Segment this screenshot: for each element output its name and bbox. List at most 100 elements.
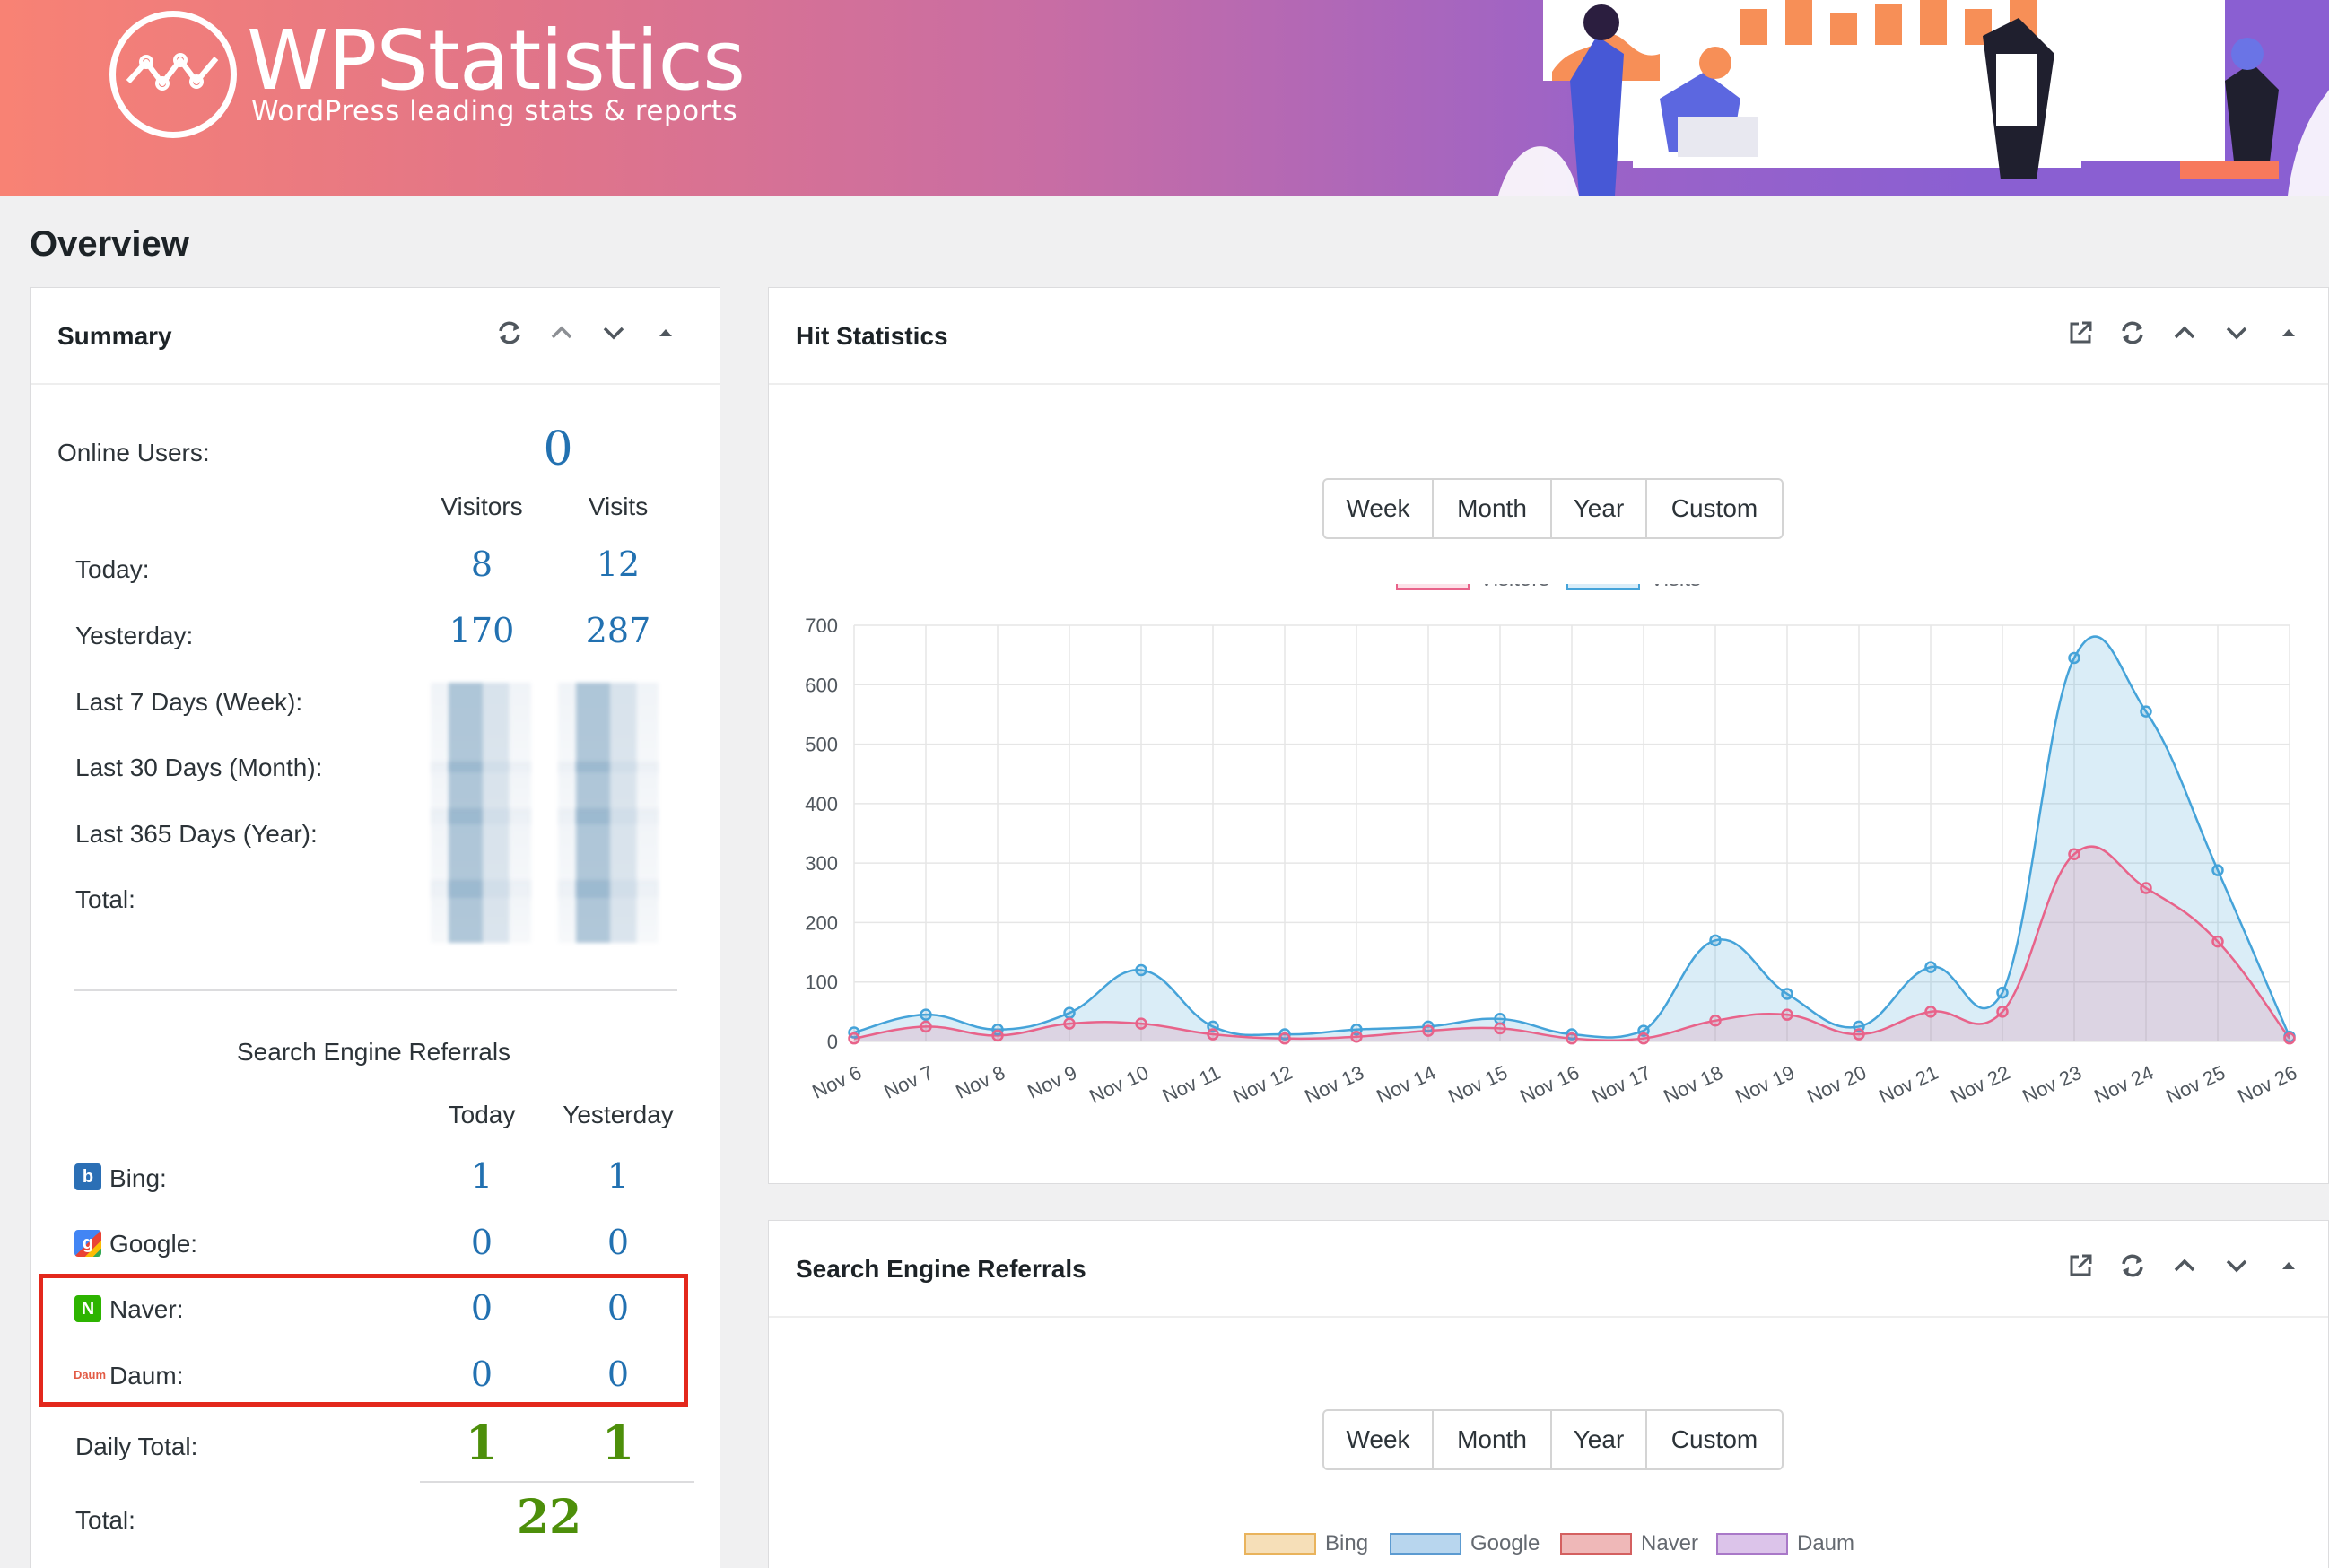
- engine-yesterday[interactable]: 1: [606, 1156, 630, 1196]
- refresh-icon[interactable]: [2115, 1248, 2150, 1284]
- x-tick-label: Nov 7: [880, 1061, 937, 1103]
- naver-daum-highlight-box: [39, 1274, 688, 1407]
- legend-label: Daum: [1797, 1531, 1855, 1555]
- refresh-icon[interactable]: [492, 315, 528, 351]
- summary-row-visitors[interactable]: 170: [449, 611, 515, 650]
- blurred-visitors-value: [431, 683, 531, 772]
- external-link-icon[interactable]: [2063, 315, 2098, 351]
- series-line-visits: [853, 635, 2291, 1039]
- data-point: [1924, 961, 1937, 973]
- data-point: [2211, 935, 2224, 948]
- engine-today[interactable]: 1: [470, 1156, 493, 1196]
- summary-row-label: Last 7 Days (Week):: [75, 688, 303, 716]
- x-tick-label: Nov 13: [1301, 1061, 1367, 1108]
- move-down-icon[interactable]: [596, 315, 632, 351]
- data-point: [1063, 1017, 1076, 1030]
- tab-custom[interactable]: Custom: [1670, 1425, 1758, 1453]
- summary-row-label: Last 365 Days (Year):: [75, 820, 318, 848]
- data-point: [1709, 1015, 1722, 1027]
- series-line-visitors: [853, 845, 2291, 1042]
- legend-label: Google: [1470, 1531, 1540, 1555]
- ser-today-header: Today: [448, 1101, 516, 1128]
- data-point: [1063, 1006, 1076, 1019]
- tab-custom[interactable]: Custom: [1670, 494, 1758, 522]
- legend-swatch: [1560, 1533, 1632, 1555]
- daum-icon: Daum: [73, 1367, 107, 1381]
- tab-month[interactable]: Month: [1434, 1411, 1552, 1468]
- online-users-value: 0: [543, 422, 573, 476]
- move-down-icon[interactable]: [2219, 315, 2255, 351]
- tab-year[interactable]: Year: [1552, 1411, 1647, 1468]
- move-up-icon[interactable]: [2167, 315, 2203, 351]
- y-tick-label: 400: [805, 793, 838, 815]
- data-point: [1853, 1028, 1865, 1041]
- collapse-toggle-icon[interactable]: [2271, 1248, 2307, 1284]
- x-tick-label: Nov 26: [2234, 1061, 2300, 1108]
- summary-row-visits[interactable]: 12: [596, 544, 641, 584]
- summary-box: Summary Online Users: 0 Visitors Visits …: [30, 287, 720, 1568]
- engine-yesterday[interactable]: 0: [606, 1288, 630, 1328]
- search-engine-referrals-box: Search Engine Referrals Week Month Year …: [768, 1220, 2329, 1568]
- tab-year[interactable]: Year: [1552, 480, 1647, 537]
- y-tick-label: 500: [805, 734, 838, 756]
- data-point: [920, 1008, 932, 1021]
- daily-total-label: Daily Total:: [75, 1433, 198, 1460]
- data-point: [1207, 1028, 1219, 1041]
- engine-today[interactable]: 0: [470, 1288, 493, 1328]
- hit-statistics-period-tabs: Week Month Year Custom: [1322, 478, 1784, 539]
- data-point: [1135, 963, 1147, 977]
- logo-title: WPStatistics: [247, 13, 746, 109]
- hit-statistics-chart: Visitors Visits 0 100 200 300 400 500 600 700 Nov …: [805, 584, 2300, 1108]
- engine-today[interactable]: 0: [470, 1355, 493, 1394]
- google-icon: g: [74, 1230, 101, 1257]
- refresh-icon[interactable]: [2115, 315, 2150, 351]
- section-divider: [74, 989, 677, 991]
- move-up-icon[interactable]: [544, 315, 580, 351]
- data-point: [1494, 1022, 1506, 1035]
- page-title: Overview: [30, 224, 189, 264]
- legend-bing[interactable]: Bing: [1244, 1531, 1368, 1556]
- data-point: [1709, 934, 1722, 947]
- legend-google[interactable]: Google: [1390, 1531, 1540, 1556]
- y-tick-label: 600: [805, 674, 838, 696]
- legend-label: Bing: [1325, 1531, 1369, 1555]
- collapse-toggle-icon[interactable]: [2271, 315, 2307, 351]
- legend-swatch: [1396, 584, 1470, 590]
- naver-icon: N: [74, 1295, 101, 1322]
- legend-swatch: [1716, 1533, 1788, 1555]
- engine-yesterday[interactable]: 0: [606, 1223, 630, 1262]
- visits-column-header: Visits: [588, 492, 649, 520]
- summary-row-visits[interactable]: 287: [585, 611, 651, 650]
- summary-header-controls: [492, 315, 684, 351]
- legend-daum[interactable]: Daum: [1716, 1531, 1854, 1556]
- y-tick-label: 700: [805, 614, 838, 637]
- x-tick-label: Nov 20: [1803, 1061, 1870, 1108]
- x-tick-label: Nov 16: [1516, 1061, 1583, 1108]
- data-point: [2068, 848, 2080, 860]
- data-point: [2283, 1032, 2296, 1045]
- y-tick-label: 0: [827, 1031, 838, 1053]
- move-down-icon[interactable]: [2219, 1248, 2255, 1284]
- data-point: [1996, 1006, 2009, 1018]
- x-tick-label: Nov 18: [1660, 1061, 1726, 1108]
- tab-week[interactable]: Week: [1324, 480, 1434, 537]
- collapse-toggle-icon[interactable]: [648, 315, 684, 351]
- engine-today[interactable]: 0: [470, 1223, 493, 1262]
- visitors-column-header: Visitors: [441, 492, 523, 520]
- engine-yesterday[interactable]: 0: [606, 1355, 630, 1394]
- data-point: [2140, 705, 2152, 718]
- x-tick-label: Nov 23: [2019, 1061, 2085, 1108]
- external-link-icon[interactable]: [2063, 1248, 2098, 1284]
- tab-month[interactable]: Month: [1434, 480, 1552, 537]
- summary-row-visitors[interactable]: 8: [470, 544, 493, 584]
- logo-subtitle: WordPress leading stats & reports: [251, 95, 738, 127]
- tab-week[interactable]: Week: [1324, 1411, 1434, 1468]
- x-tick-label: Nov 15: [1444, 1061, 1511, 1108]
- summary-row-label: Today:: [75, 555, 150, 583]
- move-up-icon[interactable]: [2167, 1248, 2203, 1284]
- x-tick-label: Nov 24: [2090, 1061, 2157, 1108]
- data-point: [1781, 988, 1793, 1000]
- legend-naver[interactable]: Naver: [1560, 1531, 1698, 1556]
- data-point: [848, 1032, 860, 1045]
- summary-title: Summary: [57, 322, 172, 350]
